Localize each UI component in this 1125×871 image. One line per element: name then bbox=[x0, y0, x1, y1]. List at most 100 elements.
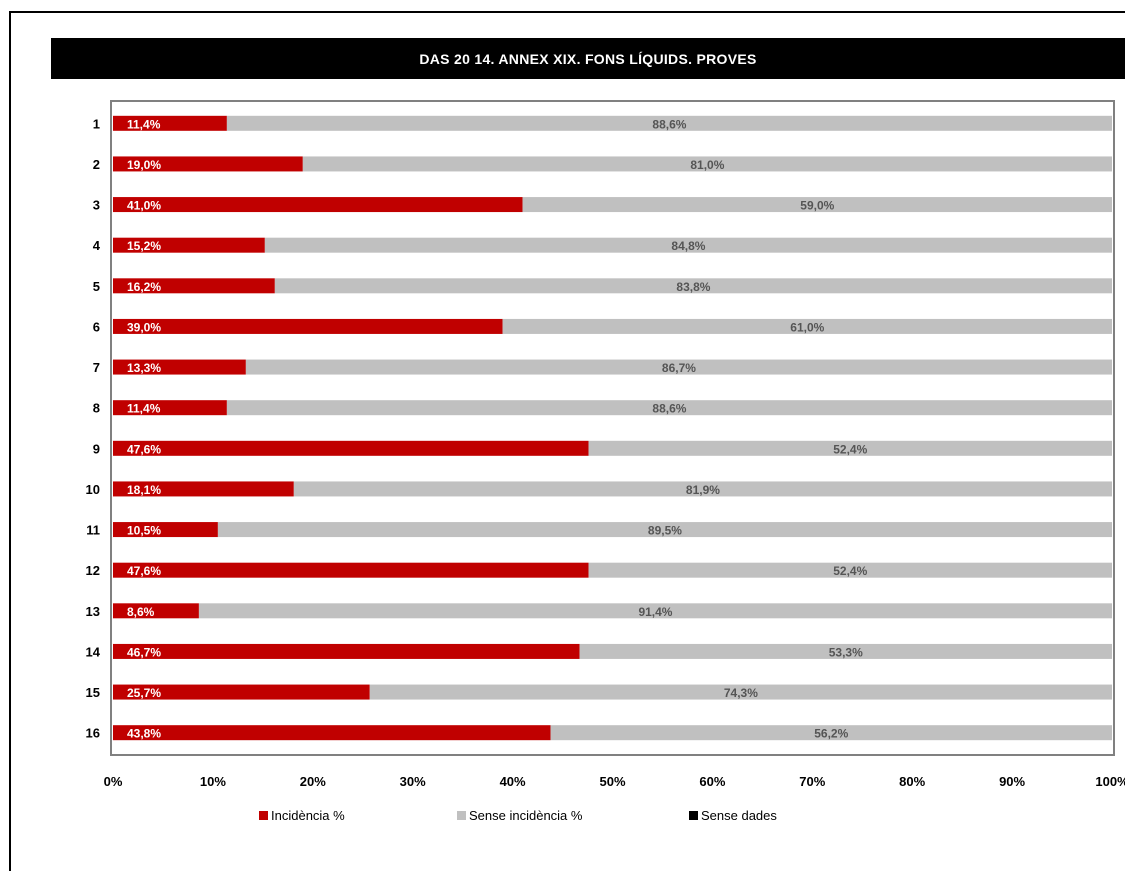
bar-segment-incidencia bbox=[113, 318, 503, 334]
category-label: 8 bbox=[93, 401, 100, 416]
bar-segment-incidencia bbox=[113, 481, 294, 497]
category-label: 7 bbox=[93, 360, 100, 375]
x-tick-label: 20% bbox=[300, 774, 326, 789]
category-label: 11 bbox=[86, 523, 100, 538]
x-tick-label: 100% bbox=[1095, 774, 1125, 789]
bar-segment-incidencia bbox=[113, 562, 589, 578]
legend-item-sense-dades: Sense dades bbox=[689, 808, 777, 823]
bar-chart: 1 11,4% 88,6%2 19,0% 81,0%3 41,0% 59,0%4 15,2% 8… bbox=[86, 100, 1125, 789]
bar-segment-sense-incidencia bbox=[198, 603, 1112, 619]
bar-segment-incidencia bbox=[113, 237, 265, 253]
bar-segment-sense-incidencia bbox=[588, 562, 1112, 578]
data-label: 39,0% bbox=[127, 320, 161, 334]
data-label: 15,2% bbox=[127, 239, 161, 253]
category-label: 2 bbox=[93, 157, 100, 172]
data-label: 10,5% bbox=[127, 524, 161, 538]
data-label: 47,6% bbox=[127, 442, 161, 456]
data-label: 74,3% bbox=[724, 686, 758, 700]
x-tick-label: 40% bbox=[500, 774, 526, 789]
data-label: 89,5% bbox=[648, 524, 682, 538]
data-label: 53,3% bbox=[829, 645, 863, 659]
data-label: 25,7% bbox=[127, 686, 161, 700]
data-label: 84,8% bbox=[671, 239, 705, 253]
data-label: 88,6% bbox=[652, 117, 686, 131]
category-label: 5 bbox=[93, 279, 100, 294]
category-label: 13 bbox=[86, 604, 100, 619]
data-label: 61,0% bbox=[790, 320, 824, 334]
bar-segment-incidencia bbox=[113, 603, 199, 619]
bar-segment-incidencia bbox=[113, 643, 580, 659]
bar-segment-sense-incidencia bbox=[226, 400, 1113, 416]
bar-segment-incidencia bbox=[113, 400, 227, 416]
bar-segment-incidencia bbox=[113, 156, 303, 172]
data-label: 11,4% bbox=[127, 402, 161, 416]
x-tick-label: 50% bbox=[599, 774, 625, 789]
data-label: 11,4% bbox=[127, 117, 161, 131]
bar-segment-incidencia bbox=[113, 522, 218, 538]
category-label: 9 bbox=[93, 441, 100, 456]
bar-segment-sense-incidencia bbox=[217, 522, 1112, 538]
category-label: 6 bbox=[93, 319, 100, 334]
bar-segment-incidencia bbox=[113, 197, 523, 213]
bar-segment-sense-incidencia bbox=[522, 197, 1112, 213]
plot-area bbox=[110, 100, 1115, 756]
category-label: 15 bbox=[86, 685, 100, 700]
category-label: 1 bbox=[93, 116, 100, 131]
data-label: 16,2% bbox=[127, 280, 161, 294]
x-tick-label: 90% bbox=[999, 774, 1025, 789]
x-tick-label: 80% bbox=[899, 774, 925, 789]
data-label: 86,7% bbox=[662, 361, 696, 375]
data-label: 18,1% bbox=[127, 483, 161, 497]
bar-segment-sense-incidencia bbox=[502, 318, 1112, 334]
x-tick-label: 70% bbox=[799, 774, 825, 789]
bar-segment-sense-incidencia bbox=[274, 278, 1112, 294]
data-label: 56,2% bbox=[814, 727, 848, 741]
bar-segment-sense-incidencia bbox=[226, 115, 1113, 131]
chart-legend: Incidència % Sense incidència % Sense da… bbox=[0, 808, 1125, 828]
data-label: 19,0% bbox=[127, 158, 161, 172]
x-tick-label: 10% bbox=[200, 774, 226, 789]
legend-label-incidencia: Incidència % bbox=[271, 808, 345, 823]
data-label: 81,0% bbox=[690, 158, 724, 172]
bar-segment-incidencia bbox=[113, 684, 370, 700]
data-label: 81,9% bbox=[686, 483, 720, 497]
data-label: 52,4% bbox=[833, 442, 867, 456]
category-label: 10 bbox=[86, 482, 100, 497]
legend-item-sense-incidencia: Sense incidència % bbox=[457, 808, 582, 823]
legend-swatch-incidencia bbox=[259, 811, 268, 820]
bar-segment-incidencia bbox=[113, 440, 589, 456]
bar-segment-sense-incidencia bbox=[264, 237, 1112, 253]
data-label: 43,8% bbox=[127, 727, 161, 741]
category-label: 3 bbox=[93, 198, 100, 213]
legend-item-incidencia: Incidència % bbox=[259, 808, 345, 823]
category-label: 12 bbox=[86, 563, 100, 578]
bar-segment-sense-incidencia bbox=[369, 684, 1112, 700]
bar-segment-sense-incidencia bbox=[245, 359, 1112, 375]
chart-title: DAS 20 14. ANNEX XIX. FONS LÍQUIDS. PROV… bbox=[51, 38, 1125, 79]
category-label: 16 bbox=[86, 726, 100, 741]
data-label: 41,0% bbox=[127, 199, 161, 213]
bar-segment-incidencia bbox=[113, 359, 246, 375]
bar-segment-sense-incidencia bbox=[302, 156, 1112, 172]
x-tick-label: 0% bbox=[104, 774, 123, 789]
x-tick-label: 30% bbox=[400, 774, 426, 789]
data-label: 13,3% bbox=[127, 361, 161, 375]
bar-segment-incidencia bbox=[113, 115, 227, 131]
category-label: 4 bbox=[93, 238, 101, 253]
category-label: 14 bbox=[86, 644, 101, 659]
bar-segment-sense-incidencia bbox=[579, 643, 1112, 659]
bar-segment-sense-incidencia bbox=[588, 440, 1112, 456]
data-label: 83,8% bbox=[676, 280, 710, 294]
legend-swatch-sense-incidencia bbox=[457, 811, 466, 820]
bar-segment-sense-incidencia bbox=[293, 481, 1113, 497]
data-label: 88,6% bbox=[652, 402, 686, 416]
data-label: 52,4% bbox=[833, 564, 867, 578]
x-tick-label: 60% bbox=[699, 774, 725, 789]
data-label: 91,4% bbox=[638, 605, 672, 619]
legend-swatch-sense-dades bbox=[689, 811, 698, 820]
bar-segment-incidencia bbox=[113, 725, 551, 741]
legend-label-sense-incidencia: Sense incidència % bbox=[469, 808, 583, 823]
data-label: 46,7% bbox=[127, 645, 161, 659]
bar-segment-sense-incidencia bbox=[550, 725, 1112, 741]
bar-segment-incidencia bbox=[113, 278, 275, 294]
